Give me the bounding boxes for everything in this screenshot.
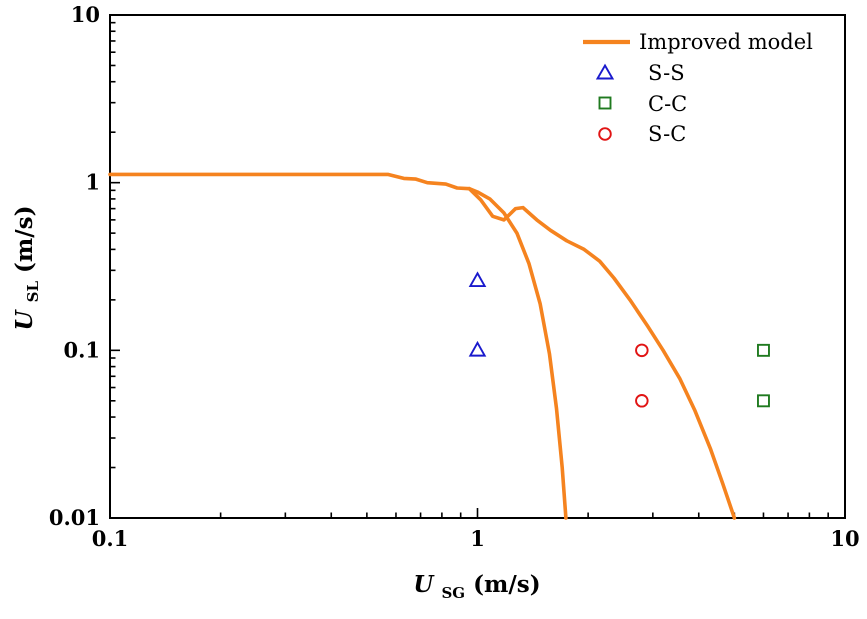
model-curve-branch — [108, 172, 568, 520]
y-axis-subscript: SL — [24, 281, 42, 303]
x-axis-symbol: U — [413, 571, 435, 598]
y-axis-unit: (m/s) — [11, 206, 38, 273]
data-point-s-c — [635, 343, 649, 358]
plot-area-border — [109, 14, 846, 519]
y-tick-label: 0.1 — [63, 337, 100, 362]
y-axis-symbol: U — [11, 308, 38, 330]
y-axis-label: U SL (m/s) — [11, 206, 44, 331]
data-point-c-c — [757, 343, 770, 357]
x-axis-unit: (m/s) — [473, 571, 540, 598]
data-point-s-s — [468, 340, 487, 357]
y-tick-label: 1 — [85, 170, 100, 195]
x-tick-label: 1 — [470, 526, 485, 551]
model-curve-branch — [467, 186, 737, 520]
legend-label-s-s: S-S — [648, 61, 685, 85]
data-point-s-c — [635, 394, 649, 408]
legend-label-improved-model: Improved model — [639, 30, 813, 54]
legend-item-c-c: C-C — [598, 92, 687, 116]
axis-ticks — [109, 14, 846, 519]
x-tick-label: 0.1 — [92, 526, 129, 551]
legend-label-s-c: S-C — [648, 122, 686, 146]
x-tick-label: 10 — [830, 526, 859, 551]
data-point-s-s — [468, 271, 487, 288]
legend-marker-square — [598, 96, 612, 110]
y-tick-label: 10 — [71, 2, 100, 27]
legend-marker-circle — [598, 127, 612, 141]
data-points — [468, 271, 770, 408]
model-curves — [108, 172, 737, 520]
legend-item-s-c: S-C — [598, 122, 686, 146]
x-axis-label: U SG (m/s) — [413, 571, 540, 604]
x-axis-subscript: SG — [441, 584, 465, 602]
legend-item-s-s: S-S — [595, 61, 685, 85]
legend: Improved model S-S C-C S-C — [583, 30, 813, 146]
legend-label-c-c: C-C — [648, 92, 687, 116]
legend-item-improved-model: Improved model — [583, 30, 813, 54]
legend-marker-triangle — [595, 63, 615, 80]
data-point-c-c — [757, 394, 770, 408]
y-tick-label: 0.01 — [49, 505, 100, 530]
